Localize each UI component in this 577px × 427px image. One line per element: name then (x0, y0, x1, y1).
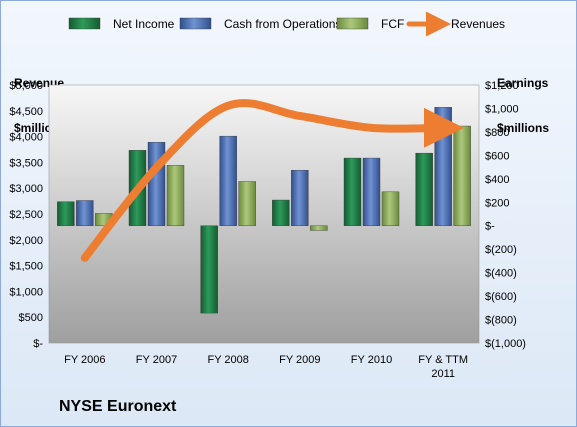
bar-fcf-fy-2009 (310, 225, 328, 231)
x-tick-label-fy-ttm-2011: FY & TTM (418, 354, 468, 366)
legend-swatch-cash-from-operations (179, 17, 212, 30)
right-tick-label: $(600) (485, 291, 517, 303)
bar-fcf-fy-2007 (166, 165, 185, 226)
legend-swatch-fcf (336, 17, 369, 30)
right-tick-label: $1,000 (485, 103, 519, 115)
x-tick-label-fy-2008: FY 2008 (207, 354, 248, 366)
bar-cash-from-operations-fy-2008 (219, 135, 237, 226)
right-tick-label: $400 (485, 174, 509, 186)
x-tick-label-fy-2010: FY 2010 (351, 354, 392, 366)
x-tick-label-fy-2006: FY 2006 (64, 354, 105, 366)
legend-label-revenues: Revenues (451, 17, 505, 31)
right-tick-label: $(200) (485, 244, 517, 256)
left-tick-label: $500 (19, 312, 43, 324)
left-tick-label: $- (33, 338, 43, 350)
right-axis-title: Earnings $millions (497, 46, 549, 166)
bar-fcf-fy-ttm-2011 (453, 125, 471, 226)
right-axis-title-line1: Earnings (497, 76, 549, 90)
right-tick-label: $(400) (485, 268, 517, 280)
legend: Net Income Cash from Operations FCF Revenue… (68, 11, 505, 37)
right-tick-label: $600 (485, 150, 509, 162)
x-axis: FY 2006 FY 2007 FY 2008 FY 2009 FY 2010 FY & … (64, 354, 468, 380)
x-tick-label-fy-2009: FY 2009 (279, 354, 320, 366)
bar-cash-from-operations-fy-2009 (291, 170, 309, 226)
legend-label-fcf: FCF (381, 17, 404, 31)
bar-net-income-fy-2006 (57, 201, 75, 226)
left-tick-label: $1,000 (9, 286, 43, 298)
right-tick-label: $(1,000) (485, 338, 526, 350)
bar-net-income-fy-2009 (272, 199, 290, 226)
left-tick-label: $2,500 (9, 209, 43, 221)
bar-fcf-fy-2010 (381, 191, 400, 226)
right-tick-label: $- (485, 221, 495, 233)
right-tick-label: $1,200 (485, 80, 519, 92)
left-tick-label: $4,000 (9, 132, 43, 144)
x-tick-label-fy-2007: FY 2007 (136, 354, 177, 366)
right-axis: $(1,000) $(800) $(600) $(400) $(200) $- $200 $4… (485, 80, 526, 350)
left-tick-label: $5,000 (9, 80, 43, 92)
right-axis-title-line2: $millions (497, 121, 550, 135)
line-revenues (80, 99, 464, 262)
left-tick-label: $2,000 (9, 235, 43, 247)
legend-label-cash-from-operations: Cash from Operations (224, 17, 341, 31)
bar-cash-from-operations-fy-2006 (76, 200, 94, 226)
bar-net-income-fy-2010 (343, 157, 362, 226)
bar-fcf-fy-2008 (238, 181, 256, 226)
bar-net-income-fy-2008 (200, 225, 218, 314)
left-tick-label: $3,500 (9, 157, 43, 169)
bar-cash-from-operations-fy-2010 (362, 157, 381, 226)
legend-label-net-income: Net Income (113, 17, 175, 31)
x-tick-label-fy-ttm-2011: 2011 (431, 368, 455, 380)
left-axis: $- $500 $1,000 $1,500 $2,000 $2,500 $3,000 $3,5… (9, 80, 43, 350)
right-tick-label: $200 (485, 197, 509, 209)
right-tick-label: $800 (485, 127, 509, 139)
legend-swatch-net-income (68, 17, 101, 30)
left-tick-label: $1,500 (9, 261, 43, 273)
bar-net-income-fy-ttm-2011 (415, 152, 433, 226)
right-tick-label: $(800) (485, 315, 517, 327)
company-name: NYSE Euronext (59, 398, 177, 415)
revenue-line-layer (80, 99, 464, 262)
bar-cash-from-operations-fy-2007 (147, 142, 166, 226)
left-tick-label: $3,000 (9, 183, 43, 195)
left-tick-label: $4,500 (9, 106, 43, 118)
